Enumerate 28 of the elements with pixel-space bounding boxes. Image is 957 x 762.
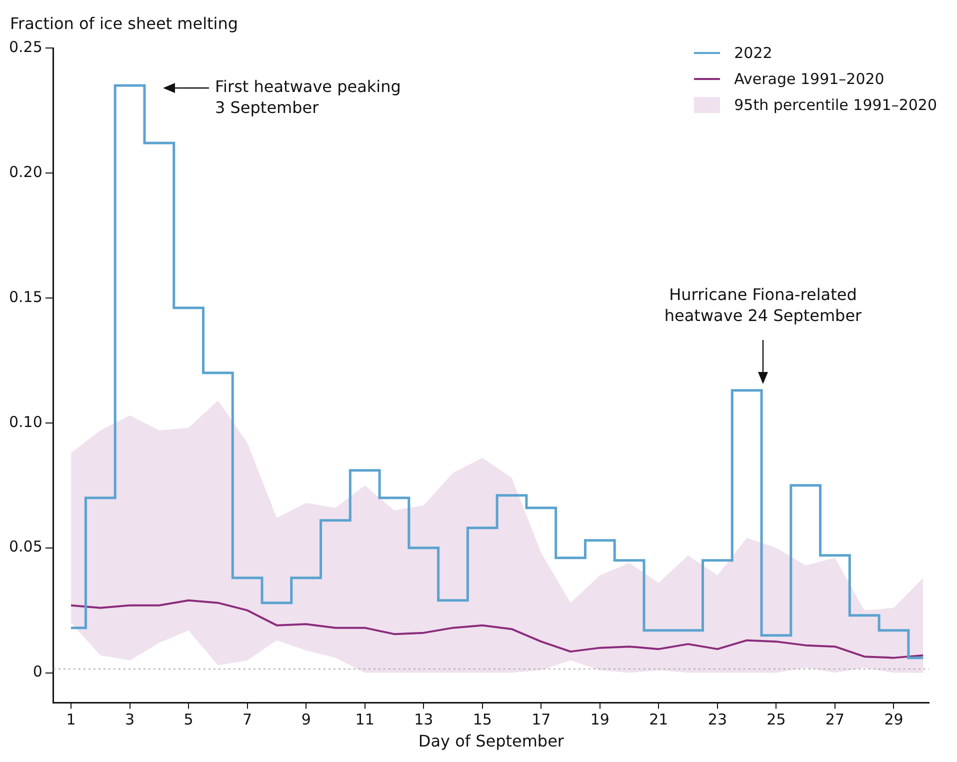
x-tick-label: 9	[301, 710, 311, 729]
annotation: Hurricane Fiona-related heatwave 24 September	[664, 285, 862, 326]
legend-label: 95th percentile 1991–2020	[734, 96, 937, 114]
x-tick-label: 11	[355, 710, 374, 729]
x-tick-label: 15	[472, 710, 492, 729]
x-tick-label: 17	[532, 710, 551, 729]
y-tick-label: 0.05	[8, 538, 42, 556]
y-tick-label: 0.25	[8, 38, 42, 56]
x-tick-label: 7	[242, 710, 252, 729]
annotation: First heatwave peaking 3 September	[215, 77, 401, 118]
x-tick-label: 21	[649, 710, 668, 729]
y-tick-label: 0.20	[8, 162, 42, 181]
y-axis-title: Fraction of ice sheet melting	[10, 14, 238, 33]
x-tick-label: 29	[884, 710, 904, 729]
y-tick-label: 0.15	[8, 288, 42, 306]
y-tick-label: 0.10	[8, 412, 42, 431]
x-axis-title: Day of September	[418, 732, 564, 751]
x-tick-label: 19	[590, 710, 610, 729]
legend-label: 2022	[734, 44, 772, 62]
x-tick-label: 25	[766, 710, 786, 729]
x-tick-label: 1	[66, 710, 76, 729]
x-tick-label: 5	[184, 710, 194, 729]
legend-label: Average 1991–2020	[734, 70, 884, 88]
x-tick-label: 27	[825, 710, 845, 729]
x-tick-label: 23	[708, 710, 727, 729]
x-tick-label: 13	[414, 710, 434, 729]
y-tick-label: 0	[32, 662, 42, 681]
x-tick-label: 3	[125, 710, 135, 729]
